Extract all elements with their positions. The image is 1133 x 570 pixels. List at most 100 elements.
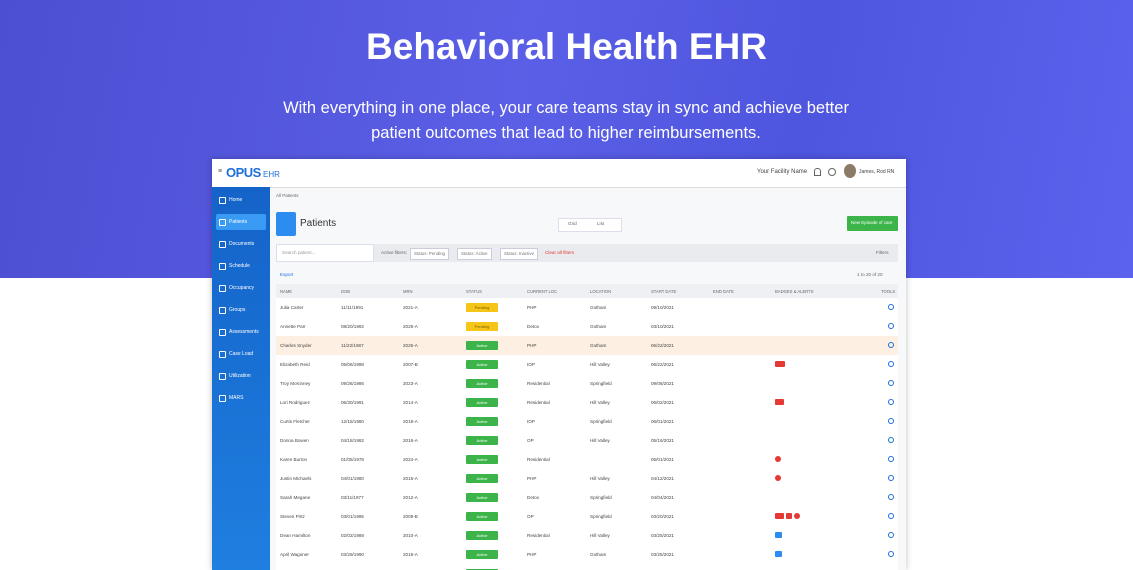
view-icon[interactable]: [888, 399, 894, 405]
cell: 2012-A: [403, 495, 418, 500]
cell: 06/22/2021: [651, 362, 674, 367]
sidebar-item[interactable]: Home: [216, 192, 266, 208]
view-icon[interactable]: [888, 532, 894, 538]
bell-icon[interactable]: [814, 168, 821, 176]
menu-icon[interactable]: ≡: [218, 168, 223, 175]
table-row[interactable]: [276, 469, 898, 489]
sidebar-item[interactable]: MARS: [216, 390, 266, 406]
alert-badge[interactable]: [775, 532, 782, 538]
cell: PHP: [527, 343, 537, 348]
table-row[interactable]: [276, 412, 898, 432]
view-icon[interactable]: [888, 551, 894, 557]
table-row[interactable]: [276, 317, 898, 337]
view-list[interactable]: List: [597, 221, 605, 226]
sidebar-item[interactable]: Utilization: [216, 368, 266, 384]
view-grid[interactable]: Grid: [568, 221, 577, 226]
alert-badge[interactable]: [794, 513, 800, 519]
cell: Residential: [527, 400, 550, 405]
alert-badge[interactable]: [775, 361, 785, 367]
table-row[interactable]: [276, 545, 898, 565]
filter-chip[interactable]: Status: Pending: [410, 248, 450, 260]
filter-chip[interactable]: Status: Inactive: [500, 248, 539, 260]
cell: Annette Parr: [280, 324, 306, 329]
sidebar-item[interactable]: Patients: [216, 214, 266, 230]
user-name[interactable]: James, Rod RN: [859, 169, 895, 175]
table-row[interactable]: [276, 450, 898, 470]
table-row[interactable]: [276, 298, 898, 318]
table-row[interactable]: [276, 374, 898, 394]
sidebar-item[interactable]: Groups: [216, 302, 266, 318]
cell: April Wagoner: [280, 552, 309, 557]
cell: 02/02/1988: [341, 533, 364, 538]
cell: OP: [527, 438, 534, 443]
alert-badge[interactable]: [786, 513, 792, 519]
view-icon[interactable]: [888, 513, 894, 519]
alert-badge[interactable]: [775, 456, 781, 462]
clear-filters[interactable]: Clear all filters: [545, 250, 575, 255]
table-row[interactable]: [276, 431, 898, 451]
breadcrumb[interactable]: All Patients: [276, 193, 299, 198]
export[interactable]: Export: [280, 272, 294, 277]
column-header: TOOLS: [881, 289, 896, 294]
avatar[interactable]: [844, 164, 856, 178]
table-row[interactable]: [276, 488, 898, 508]
alert-badge[interactable]: [775, 513, 784, 519]
cell: 05/16/2021: [651, 438, 674, 443]
cell: 03/25/2021: [651, 552, 674, 557]
table-row[interactable]: [276, 507, 898, 527]
sidebar-item[interactable]: Occupancy: [216, 280, 266, 296]
filters-button[interactable]: Filters: [876, 250, 889, 255]
search-box[interactable]: [276, 244, 374, 262]
logo[interactable]: OPUS: [226, 165, 261, 180]
alert-badge[interactable]: [775, 475, 781, 481]
cell: 2024-A: [403, 457, 418, 462]
cell: 2018-A: [403, 419, 418, 424]
view-icon[interactable]: [888, 361, 894, 367]
column-header: START DATE: [651, 289, 677, 294]
sidebar-item[interactable]: Assessments: [216, 324, 266, 340]
table-row[interactable]: [276, 564, 898, 570]
cell: 2025-A: [403, 324, 418, 329]
view-icon[interactable]: [888, 418, 894, 424]
alert-badge[interactable]: [775, 399, 784, 405]
sidebar-item[interactable]: Case Load: [216, 346, 266, 362]
status-badge: Active: [466, 512, 498, 521]
new-button[interactable]: [847, 216, 898, 231]
sidebar-item[interactable]: Documents: [216, 236, 266, 252]
facility[interactable]: Your Facility Name: [757, 169, 808, 175]
view-icon[interactable]: [888, 323, 894, 329]
table-row[interactable]: [276, 355, 898, 375]
view-icon[interactable]: [888, 437, 894, 443]
table-row[interactable]: [276, 336, 898, 356]
cell: Hill Valley: [590, 438, 610, 443]
filter-chip[interactable]: Status: Active: [457, 248, 492, 260]
sidebar-item[interactable]: Schedule: [216, 258, 266, 274]
cell: IOP: [527, 419, 535, 424]
view-icon[interactable]: [888, 456, 894, 462]
table-row[interactable]: [276, 526, 898, 546]
help-icon[interactable]: [828, 168, 836, 176]
cell: 03/20/2021: [651, 514, 674, 519]
alert-badge[interactable]: [775, 551, 782, 557]
view-icon[interactable]: [888, 475, 894, 481]
cell: Elizabeth Reid: [280, 362, 310, 367]
view-icon[interactable]: [888, 304, 894, 310]
cell: Hill Valley: [590, 362, 610, 367]
status-badge: Active: [466, 455, 498, 464]
view-icon[interactable]: [888, 494, 894, 500]
cell: Residential: [527, 533, 550, 538]
cell: Curtis Fletcher: [280, 419, 310, 424]
app-screenshot: ≡ OPUS EHR Your Facility Name James, Rod…: [212, 159, 906, 570]
search-placeholder[interactable]: Search patient...: [282, 250, 316, 255]
page-title: Patients: [300, 218, 337, 229]
view-icon[interactable]: [888, 342, 894, 348]
cell: 04/04/2021: [651, 495, 674, 500]
table-row[interactable]: [276, 393, 898, 413]
new-button-label[interactable]: New Episode of care: [851, 220, 893, 225]
hero-title: Behavioral Health EHR: [366, 26, 767, 67]
cell: Julia Carter: [280, 305, 304, 310]
cell: 2010-A: [403, 533, 418, 538]
status-badge: Active: [466, 360, 498, 369]
view-icon[interactable]: [888, 380, 894, 386]
cell: 2009-B: [403, 514, 418, 519]
